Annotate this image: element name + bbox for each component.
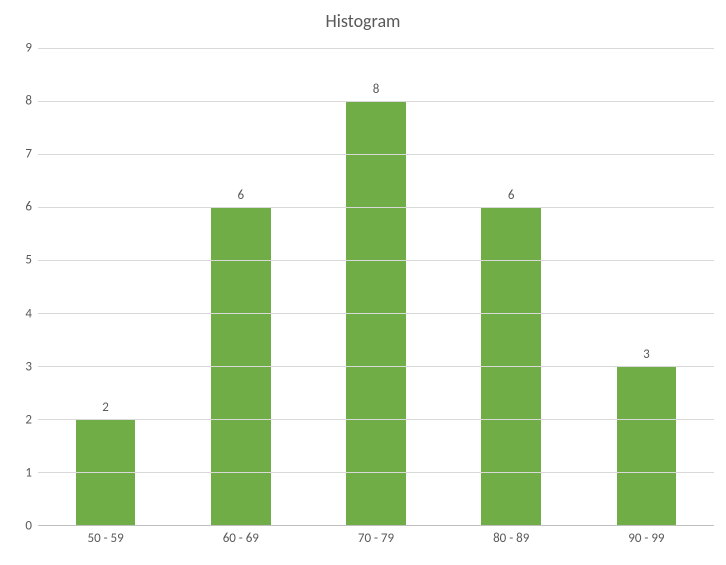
bar-slot: 680 - 89 [444,48,579,525]
y-tick-label: 6 [4,200,32,215]
y-tick-label: 7 [4,147,32,162]
y-tick-label: 3 [4,359,32,374]
grid-line [38,366,714,367]
chart-title: Histogram [0,0,726,32]
bar-value-label: 3 [643,347,650,362]
grid-line [38,260,714,261]
y-tick-label: 5 [4,253,32,268]
y-tick-label: 8 [4,94,32,109]
histogram-chart: Histogram 250 - 59660 - 69870 - 79680 - … [0,0,726,565]
bar: 3 [617,366,676,525]
grid-line [38,154,714,155]
bars-group: 250 - 59660 - 69870 - 79680 - 89390 - 99 [38,48,714,525]
grid-line [38,313,714,314]
x-tick-label: 70 - 79 [358,531,394,546]
bar-slot: 250 - 59 [38,48,173,525]
grid-line [38,207,714,208]
bar-value-label: 6 [508,188,515,203]
plot-area: 250 - 59660 - 69870 - 79680 - 89390 - 99 [38,48,714,526]
grid-line [38,419,714,420]
x-tick-label: 50 - 59 [87,531,123,546]
y-tick-label: 1 [4,465,32,480]
bar-slot: 870 - 79 [308,48,443,525]
grid-line [38,48,714,49]
y-tick-label: 9 [4,41,32,56]
grid-line [38,101,714,102]
x-tick-label: 80 - 89 [493,531,529,546]
y-tick-label: 0 [4,519,32,534]
bar-slot: 660 - 69 [173,48,308,525]
bar-slot: 390 - 99 [579,48,714,525]
y-tick-label: 4 [4,306,32,321]
x-tick-label: 90 - 99 [628,531,664,546]
grid-line [38,472,714,473]
y-tick-label: 2 [4,412,32,427]
bar-value-label: 8 [373,82,380,97]
x-tick-label: 60 - 69 [223,531,259,546]
bar-value-label: 6 [238,188,245,203]
bar-value-label: 2 [102,400,109,415]
